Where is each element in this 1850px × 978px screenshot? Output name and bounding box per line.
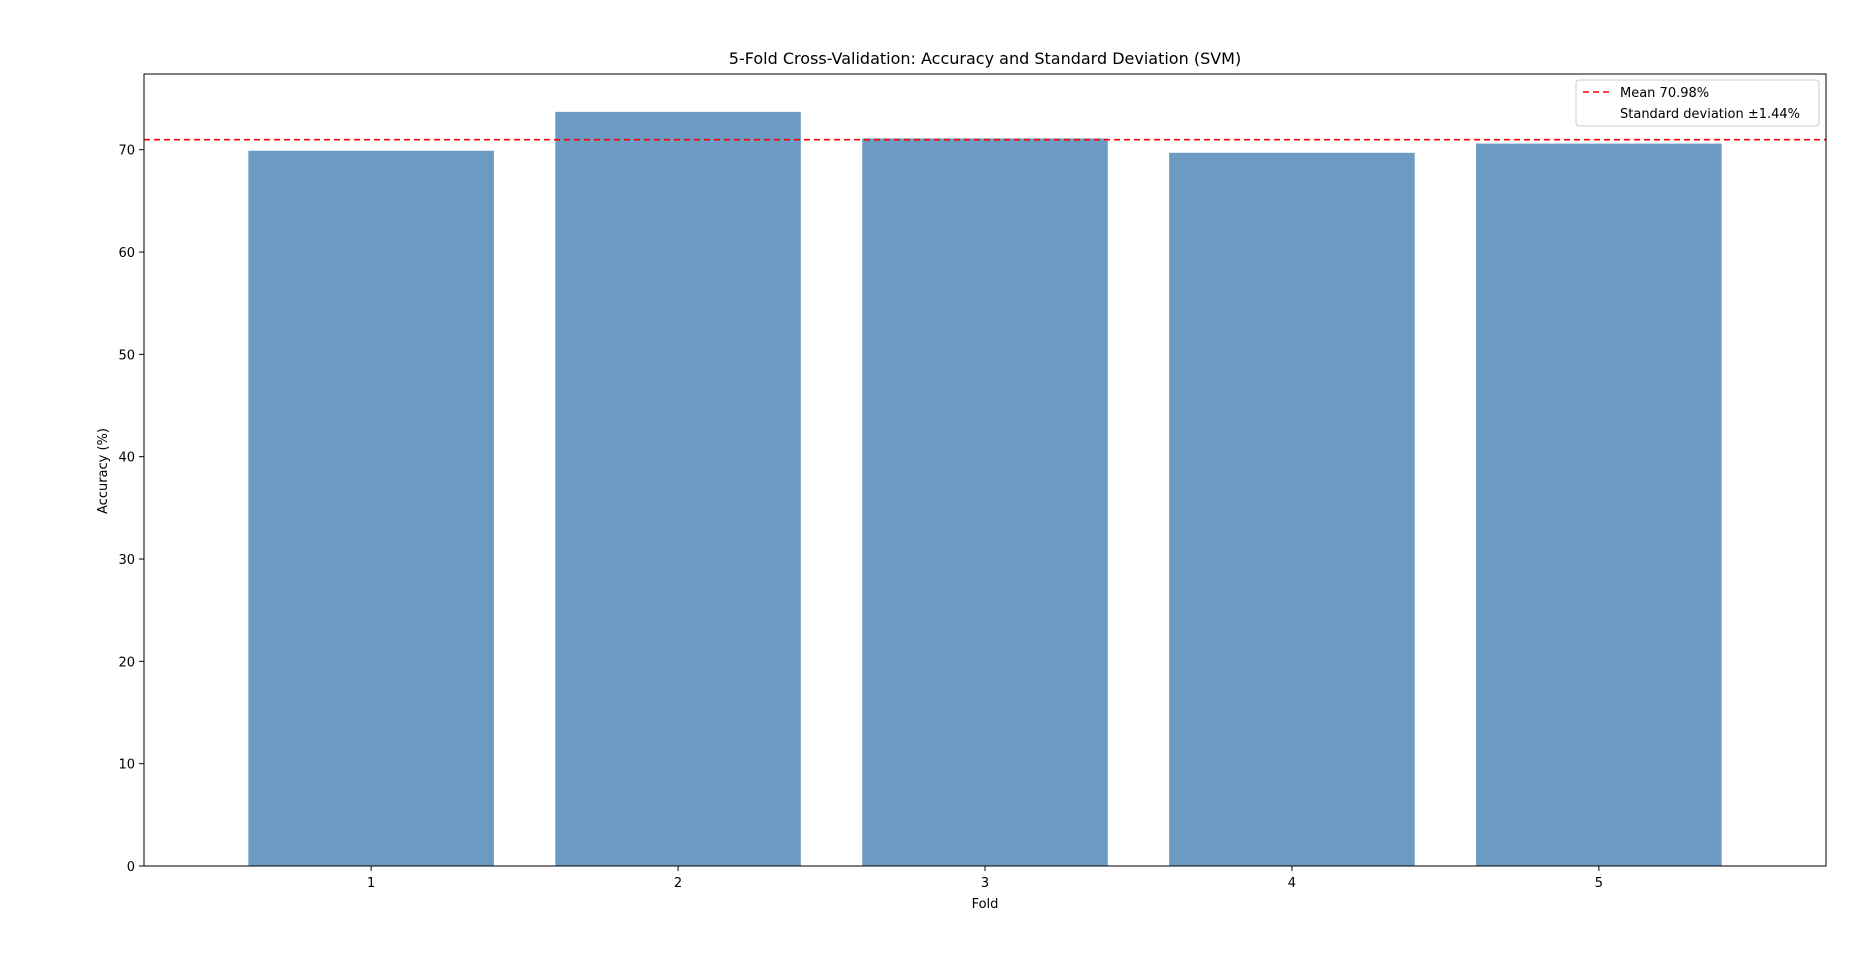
y-tick-label-50: 50 [118, 348, 135, 363]
x-tick-label-3: 3 [981, 876, 989, 891]
y-tick-label-0: 0 [127, 860, 135, 875]
y-axis-label: Accuracy (%) [96, 428, 111, 514]
legend-box [1575, 79, 1820, 127]
legend-entry-std: Standard deviation ±1.44% [1620, 107, 1800, 122]
x-axis-label: Fold [972, 897, 999, 912]
chart-title: 5-Fold Cross-Validation: Accuracy and St… [729, 49, 1241, 68]
x-tick-label-2: 2 [674, 876, 682, 891]
x-tick-label-1: 1 [367, 876, 375, 891]
x-axis: 1 2 3 4 5 [367, 866, 1603, 891]
legend-entry-mean: Mean 70.98% [1620, 86, 1709, 101]
y-axis: 0 10 20 30 40 50 60 70 [118, 144, 144, 875]
y-tick-label-70: 70 [118, 144, 135, 159]
bars-layer [248, 111, 1722, 867]
x-tick-label-4: 4 [1288, 876, 1296, 891]
bar-fold-5 [1476, 143, 1722, 866]
legend: Mean 70.98% Standard deviation ±1.44% [1575, 79, 1820, 127]
y-tick-label-10: 10 [118, 758, 135, 773]
bar-fold-4 [1169, 152, 1415, 866]
y-tick-label-30: 30 [118, 553, 135, 568]
y-tick-label-40: 40 [118, 451, 135, 466]
x-tick-label-5: 5 [1595, 876, 1603, 891]
bar-fold-3 [862, 138, 1108, 867]
y-tick-label-60: 60 [118, 246, 135, 261]
y-tick-label-20: 20 [118, 655, 135, 670]
bar-fold-2 [555, 111, 801, 866]
bar-fold-1 [248, 150, 494, 866]
